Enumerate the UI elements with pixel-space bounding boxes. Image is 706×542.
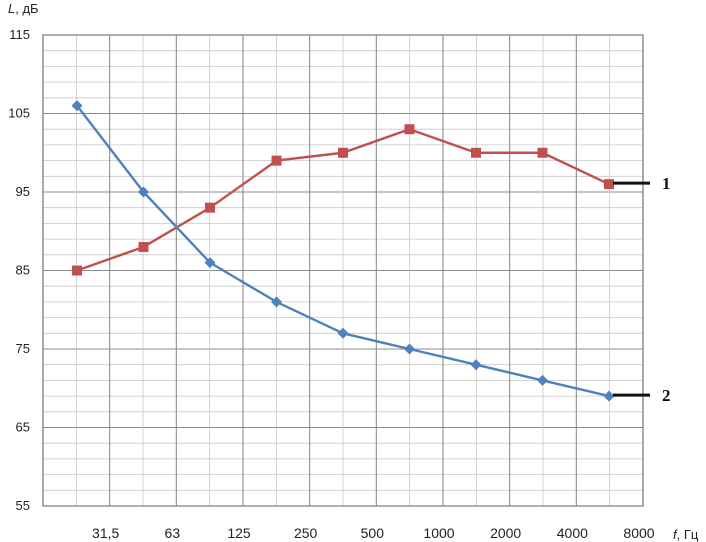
series-1-point — [138, 241, 149, 252]
series-1-label: 1 — [662, 174, 671, 193]
x-axis-ticks: 31,5 63 125 250 500 1000 2000 4000 8000 — [92, 525, 655, 541]
x-tick-label: 250 — [294, 525, 318, 541]
y-tick-label: 105 — [8, 106, 30, 121]
x-tick-label: 31,5 — [92, 525, 119, 541]
x-tick-label: 2000 — [490, 525, 521, 541]
series-1-point — [471, 147, 481, 158]
series-2-point — [271, 296, 282, 308]
series-1-point — [271, 155, 282, 166]
y-tick-label: 115 — [9, 27, 30, 42]
series-1-point — [338, 147, 348, 158]
y-axis-label: L, дБ — [8, 1, 39, 16]
series-labels: 12 — [613, 174, 671, 405]
series-1-point — [604, 179, 614, 190]
y-tick-label: 55 — [16, 498, 30, 513]
series-2-point — [537, 374, 548, 386]
plot-frame — [42, 34, 644, 507]
x-tick-label: 63 — [165, 525, 181, 541]
series-2-point — [337, 327, 349, 339]
series-2-point — [470, 359, 482, 371]
x-tick-label: 4000 — [557, 525, 588, 541]
series-layer — [71, 100, 615, 402]
series-2-label: 2 — [662, 386, 671, 405]
series-1-point — [205, 202, 215, 213]
series-1-point — [537, 147, 548, 158]
series-1-point — [72, 265, 82, 276]
y-tick-label: 75 — [16, 341, 30, 356]
y-tick-label: 95 — [16, 184, 30, 199]
series-2-point — [404, 343, 415, 355]
series-1-point — [404, 124, 415, 135]
series-2-point — [603, 390, 615, 402]
x-tick-label: 8000 — [623, 525, 654, 541]
x-axis-label: f, Гц — [673, 527, 699, 542]
x-tick-label: 125 — [227, 525, 251, 541]
chart-grid — [42, 34, 644, 507]
x-tick-label: 500 — [361, 525, 385, 541]
y-tick-label: 85 — [16, 263, 30, 278]
series-2-point — [204, 257, 216, 269]
y-tick-label: 65 — [16, 420, 30, 435]
x-tick-label: 1000 — [423, 525, 454, 541]
series-2-point — [71, 100, 83, 112]
series-2-point — [138, 186, 149, 198]
y-axis-ticks: 115 105 95 85 75 65 55 — [8, 27, 30, 513]
